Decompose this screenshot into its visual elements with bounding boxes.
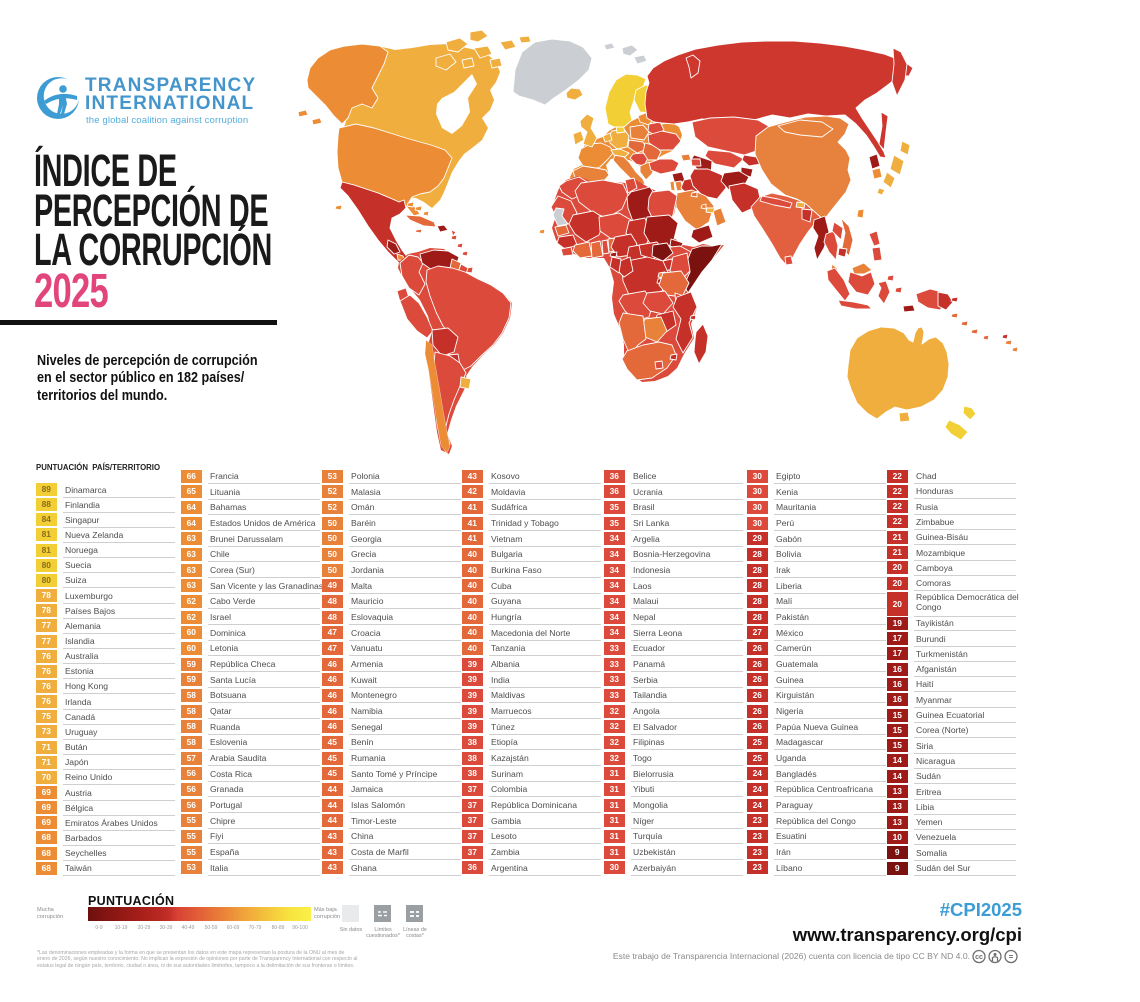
svg-text:=: = <box>1009 953 1014 962</box>
svg-text:cc: cc <box>975 954 983 961</box>
